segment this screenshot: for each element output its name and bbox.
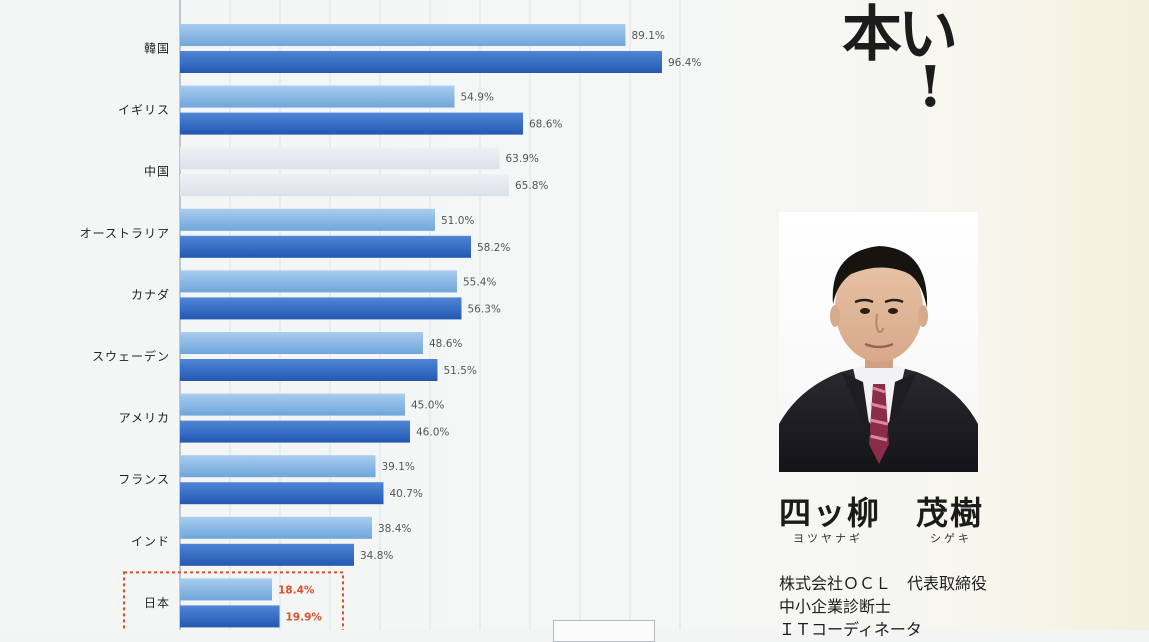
given-name-kana: シゲキ — [930, 532, 972, 545]
decorative-box — [553, 620, 655, 642]
bar — [180, 420, 410, 443]
data-label: 54.9% — [461, 92, 494, 104]
data-label: 48.6% — [429, 338, 462, 350]
data-label: 18.4% — [278, 584, 315, 596]
bio-line-company: 株式会社ＯＣＬ 代表取締役 — [779, 574, 988, 593]
category-label: アメリカ — [119, 411, 170, 425]
category-label: スウェーデン — [92, 349, 170, 364]
bar — [180, 270, 457, 293]
labels: 89.1% 96.4% 韓国 54.9% 68.6% イギリス 63.9% 65.8% 中国 51… — [80, 30, 701, 630]
bar — [180, 24, 626, 46]
data-label: 45.0% — [411, 400, 444, 412]
portrait-photo — [779, 212, 978, 472]
data-label: 56.3% — [468, 303, 501, 315]
bar-chart: 89.1% 96.4% 韓国 54.9% 68.6% イギリス 63.9% 65.8% 中国 51… — [80, 0, 701, 630]
bar — [180, 235, 471, 258]
category-label: イギリス — [118, 103, 170, 117]
data-label: 55.4% — [463, 276, 496, 288]
data-label: 40.7% — [390, 488, 423, 500]
data-label: 38.4% — [378, 523, 411, 535]
data-label: 96.4% — [668, 57, 701, 69]
person-image — [779, 246, 978, 472]
category-label: 中国 — [144, 164, 170, 179]
data-label: 68.6% — [529, 119, 562, 131]
data-label: 63.9% — [506, 153, 539, 165]
category-label: フランス — [118, 473, 170, 487]
given-name: 茂樹 — [916, 494, 985, 532]
bar — [180, 482, 384, 505]
family-name-kana: ヨツヤナギ — [793, 532, 863, 545]
bar — [180, 174, 509, 197]
category-label: 日本 — [144, 596, 170, 610]
category-label: 韓国 — [144, 42, 170, 56]
category-label: インド — [131, 534, 170, 548]
bio-line-title: ＩＴコーディネータ — [779, 620, 922, 639]
bar — [180, 605, 280, 628]
bar — [180, 543, 354, 566]
category-label: オーストラリア — [80, 226, 170, 240]
data-label: 89.1% — [632, 30, 665, 42]
bar — [180, 51, 662, 73]
data-label: 65.8% — [515, 180, 548, 192]
highlight-box — [123, 571, 344, 630]
bars — [180, 24, 662, 628]
bar — [180, 297, 462, 320]
data-label: 46.0% — [416, 427, 449, 439]
bar — [180, 455, 376, 478]
bar — [180, 516, 372, 539]
bar — [180, 332, 423, 354]
data-label: 34.8% — [360, 550, 393, 562]
bar — [180, 208, 435, 231]
bar — [180, 578, 272, 601]
data-label: 58.2% — [477, 242, 510, 254]
data-label: 51.0% — [441, 215, 474, 227]
data-label: 39.1% — [382, 461, 415, 473]
bio-line-qualification: 中小企業診断士 — [779, 597, 892, 616]
bar — [180, 393, 405, 416]
bar — [180, 112, 523, 135]
headline-text: 本い — [842, 0, 958, 70]
bar — [180, 359, 438, 381]
bar — [180, 85, 455, 108]
data-label: 51.5% — [444, 365, 477, 377]
data-label: 19.9% — [286, 611, 323, 623]
family-name: 四ッ柳 — [779, 494, 882, 532]
category-label: カナダ — [131, 287, 170, 302]
bar — [180, 147, 500, 170]
headline-exclamation: ! — [918, 54, 943, 120]
